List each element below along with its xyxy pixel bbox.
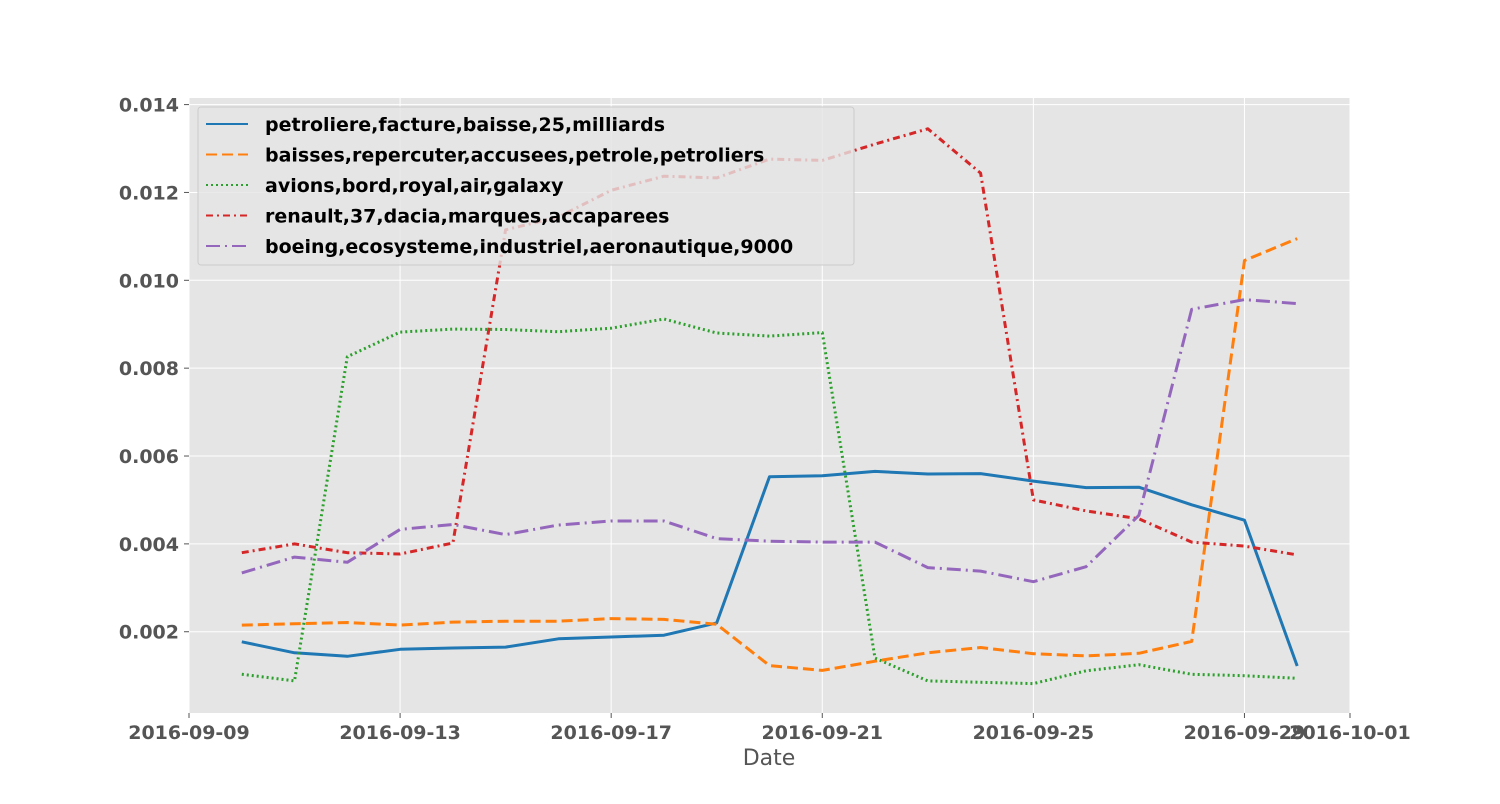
legend-entry: petroliere,facture,baisse,25,milliards: [265, 114, 665, 136]
x-tick-label: 2016-09-13: [339, 722, 461, 744]
y-tick-label: 0.002: [119, 622, 179, 644]
y-tick-label: 0.014: [119, 95, 179, 117]
x-axis-ticks: 2016-09-09 2016-09-13 2016-09-17 2016-09-21…: [128, 713, 1411, 744]
x-tick-label: 2016-09-09: [128, 722, 250, 744]
series-lines: [241, 127, 1299, 686]
y-tick-label: 0.004: [119, 534, 179, 556]
legend: petroliere,facture,baisse,25,milliards ba…: [197, 106, 855, 266]
series-line-5: [241, 298, 1298, 584]
x-axis-title: Date: [743, 746, 796, 771]
y-tick-label: 0.008: [119, 358, 179, 380]
y-tick-label: 0.012: [119, 182, 179, 204]
x-tick-label: 2016-09-29: [1184, 722, 1306, 744]
x-tick-label: 2016-09-25: [973, 722, 1095, 744]
y-tick-label: 0.006: [119, 446, 179, 468]
legend-entry: boeing,ecosysteme,industriel,aeronautiqu…: [265, 236, 793, 258]
legend-box: [197, 106, 855, 266]
x-tick-label: 2016-09-21: [761, 722, 883, 744]
x-tick-label: 2016-10-01: [1289, 722, 1411, 744]
series-line-2: [241, 237, 1298, 672]
legend-entry: baisses,repercuter,accusees,petrole,petr…: [265, 145, 764, 167]
y-tick-label: 0.010: [119, 270, 179, 292]
x-tick-label: 2016-09-17: [550, 722, 672, 744]
legend-entry: avions,bord,royal,air,galaxy: [265, 175, 564, 197]
series-line-1: [241, 469, 1299, 667]
legend-entry: renault,37,dacia,marques,accaparees: [265, 206, 669, 228]
y-axis-ticks: 0.002 0.004 0.006 0.008 0.010 0.012 0.014: [119, 95, 189, 644]
